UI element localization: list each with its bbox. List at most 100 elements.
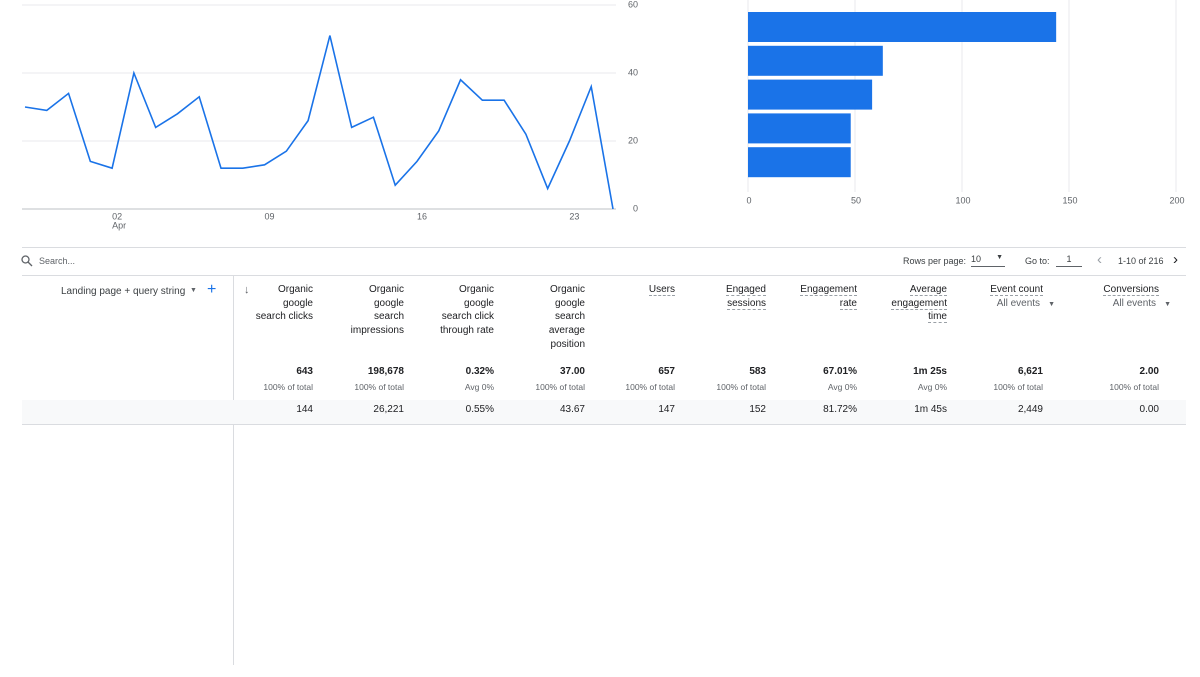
search-input[interactable]: Search... bbox=[39, 256, 76, 266]
total-note: 100% of total bbox=[354, 382, 404, 392]
header-line: search bbox=[373, 311, 404, 323]
header-line-wrap: Organic bbox=[351, 283, 404, 297]
header-line: time bbox=[928, 311, 947, 324]
filter-label: All events bbox=[996, 298, 1041, 309]
column-total: 198,678 bbox=[367, 366, 404, 377]
header-line-wrap: Organic bbox=[549, 283, 585, 297]
header-line: through rate bbox=[440, 325, 494, 337]
header-line: Organic bbox=[368, 284, 404, 295]
x-tick-label: 16 bbox=[417, 211, 427, 221]
dimension-header[interactable]: Landing page + query string bbox=[61, 286, 186, 297]
header-line-wrap: Organic bbox=[440, 283, 494, 297]
header-line: google bbox=[463, 297, 494, 309]
table-cell: 26,221 bbox=[373, 404, 404, 415]
column-filter[interactable]: All events ▼ bbox=[997, 298, 1055, 309]
column-filter[interactable]: All events ▼ bbox=[1113, 298, 1171, 309]
bar bbox=[748, 45, 883, 76]
table-cell: 43.67 bbox=[559, 404, 585, 415]
header-line: sessions bbox=[727, 297, 766, 310]
column-total: 657 bbox=[658, 366, 675, 377]
x-tick-label: 0 bbox=[746, 195, 751, 205]
x-tick-label: 200 bbox=[1169, 195, 1184, 205]
table-cell: 1m 45s bbox=[914, 404, 947, 415]
table-cell: 81.72% bbox=[823, 404, 857, 415]
header-border bbox=[22, 275, 1186, 276]
bar bbox=[748, 147, 851, 178]
header-line-wrap: impressions bbox=[351, 324, 404, 338]
header-line-wrap: Engaged bbox=[725, 283, 766, 297]
header-line-wrap: search bbox=[351, 310, 404, 324]
y-tick-label: 0 bbox=[633, 203, 638, 213]
bar bbox=[748, 79, 873, 110]
row-background bbox=[22, 400, 1186, 425]
header-line: Organic bbox=[549, 284, 585, 295]
search-icon bbox=[21, 255, 33, 267]
header-line: rate bbox=[839, 297, 857, 310]
header-line-wrap: search clicks bbox=[256, 310, 313, 324]
header-line: search clicks bbox=[255, 311, 313, 323]
table-cell: 152 bbox=[749, 404, 766, 415]
column-header[interactable]: Event count bbox=[990, 283, 1043, 297]
header-line: Engagement bbox=[800, 284, 857, 296]
header-line-wrap: rate bbox=[800, 297, 857, 311]
header-line-wrap: average bbox=[549, 324, 585, 338]
header-line-wrap: time bbox=[891, 310, 947, 324]
x-tick-label: 09 bbox=[265, 211, 275, 221]
filter-arrow: ▼ bbox=[1164, 301, 1171, 308]
header-line: Event count bbox=[990, 284, 1043, 296]
header-line-wrap: google bbox=[440, 297, 494, 311]
rows-per-page-label: Rows per page: bbox=[903, 256, 967, 266]
table-cell: 0.00 bbox=[1139, 404, 1159, 415]
line-series bbox=[24, 35, 614, 210]
sort-arrow[interactable]: ↓ bbox=[244, 284, 250, 296]
dimension-dropdown[interactable]: ▼ bbox=[190, 287, 197, 294]
page-range: 1-10 of 216 bbox=[1118, 256, 1164, 266]
header-line: search click bbox=[441, 311, 494, 323]
y-tick-label: 40 bbox=[628, 67, 638, 77]
column-header[interactable]: Organic google search click through rate bbox=[440, 283, 494, 338]
filter-label: All events bbox=[1112, 298, 1157, 309]
x-tick-label: 02 bbox=[112, 211, 122, 221]
rows-per-page-select[interactable]: 10 ▼ bbox=[971, 254, 1005, 267]
header-line-wrap: search bbox=[549, 310, 585, 324]
total-note: 100% of total bbox=[716, 382, 766, 392]
prev-page[interactable]: ‹ bbox=[1097, 251, 1102, 268]
column-header[interactable]: Average engagement time bbox=[891, 283, 947, 324]
total-note: 100% of total bbox=[993, 382, 1043, 392]
filter-arrow: ▼ bbox=[1048, 301, 1055, 308]
divider bbox=[22, 247, 1186, 248]
column-header[interactable]: Engagement rate bbox=[800, 283, 857, 310]
header-line-wrap: position bbox=[549, 338, 585, 352]
header-line: google bbox=[373, 297, 404, 309]
table-cell: 144 bbox=[296, 404, 313, 415]
table-cell: 0.55% bbox=[465, 404, 494, 415]
y-tick-label: 60 bbox=[628, 0, 638, 9]
column-total: 643 bbox=[296, 366, 313, 377]
bar bbox=[748, 113, 851, 144]
column-header[interactable]: Users bbox=[648, 283, 675, 297]
column-total: 0.32% bbox=[465, 366, 494, 377]
header-line-wrap: google bbox=[549, 297, 585, 311]
header-line-wrap: search click bbox=[440, 310, 494, 324]
header-line-wrap: google bbox=[351, 297, 404, 311]
next-page[interactable]: › bbox=[1173, 251, 1178, 268]
y-tick-label: 20 bbox=[628, 135, 638, 145]
header-line-wrap: Conversions bbox=[1103, 283, 1159, 297]
header-line: google bbox=[282, 297, 313, 309]
header-line: search bbox=[554, 311, 585, 323]
column-header[interactable]: Engaged sessions bbox=[725, 283, 766, 310]
column-header[interactable]: Organic google search average position bbox=[549, 283, 585, 352]
column-header[interactable]: Conversions bbox=[1103, 283, 1159, 297]
column-total: 1m 25s bbox=[913, 366, 947, 377]
header-line-wrap: Users bbox=[648, 283, 675, 297]
x-month-label: Apr bbox=[112, 220, 126, 230]
header-line: position bbox=[550, 338, 585, 350]
column-header[interactable]: Organic google search impressions bbox=[351, 283, 404, 338]
go-to-input[interactable]: 1 bbox=[1056, 254, 1082, 267]
column-total: 6,621 bbox=[1017, 366, 1043, 377]
add-dimension[interactable]: + bbox=[207, 281, 217, 298]
column-border bbox=[233, 275, 234, 665]
column-header[interactable]: Organic google search clicks bbox=[256, 283, 313, 324]
column-total: 583 bbox=[749, 366, 766, 377]
rows-per-page-value: 10 bbox=[971, 254, 982, 264]
